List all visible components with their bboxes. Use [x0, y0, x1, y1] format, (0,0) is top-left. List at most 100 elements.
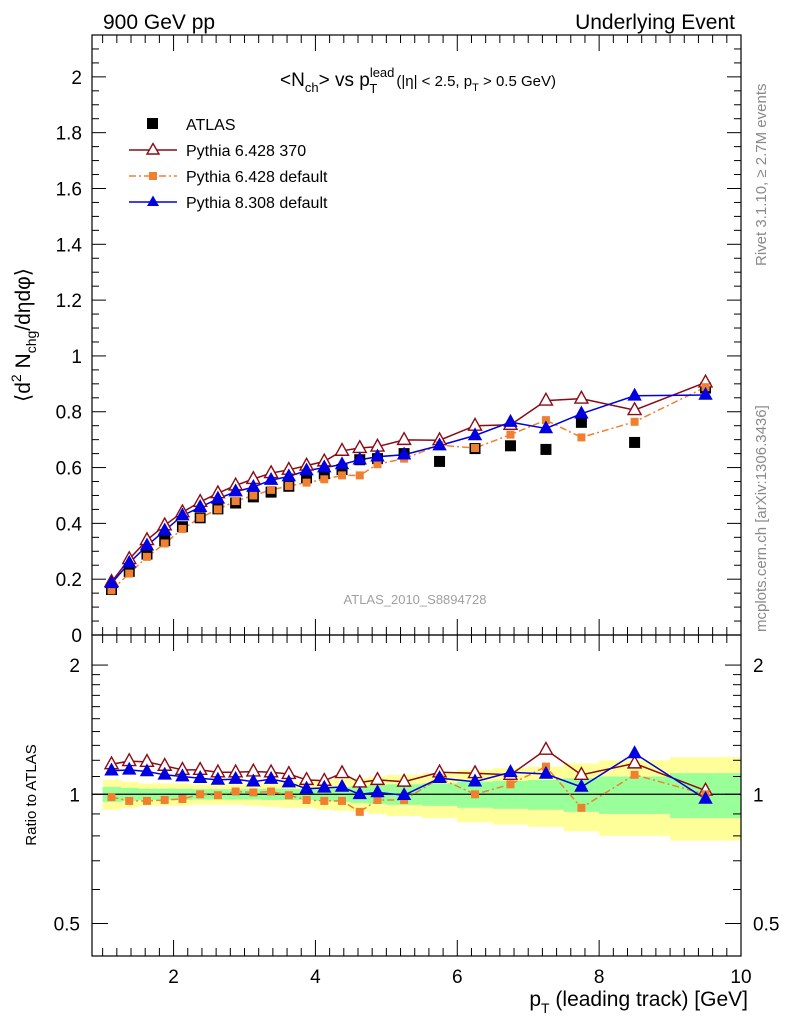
header-left: 900 GeV pp	[103, 11, 215, 34]
main-point-pythia6-default	[196, 513, 205, 522]
legend-label-pythia8-default: Pythia 8.308 default	[186, 195, 328, 212]
ratio-point-pythia8-default	[263, 770, 279, 784]
ratio-y-tick-label-right: 0.5	[753, 914, 779, 935]
main-point-pythia8-default	[352, 451, 367, 465]
xlabel-rest: (leading track) [GeV]	[550, 988, 748, 1011]
ratio-y-tick-label: 2	[69, 656, 80, 677]
main-point-pythia8-default	[246, 478, 261, 492]
ratio-point-pythia6-default	[178, 795, 187, 804]
ratio-point-pythia6-default	[142, 796, 151, 805]
main-point-atlas	[504, 440, 516, 452]
main-point-pythia8-default	[263, 471, 279, 485]
ratio-point-pythia8-default	[175, 768, 190, 782]
main-point-pythia6-default	[355, 471, 364, 480]
ratio-point-pythia8-default	[467, 773, 483, 787]
ratio-point-pythia6-default	[506, 780, 515, 789]
main-y-tick-label: 2	[71, 68, 82, 89]
main-y-tick-label: 0	[71, 626, 82, 647]
main-point-pythia6-default	[125, 569, 134, 578]
main-point-atlas	[318, 468, 330, 480]
main-point-pythia6-default	[338, 471, 347, 480]
ratio-point-pythia6-default	[231, 787, 240, 796]
main-point-pythia8-default	[334, 456, 350, 470]
ratio-point-pythia6-default	[284, 791, 293, 800]
ratio-point-pythia6-default	[577, 803, 586, 812]
main-point-pythia6-370	[352, 439, 368, 454]
main-point-pythia8-default	[467, 427, 483, 441]
main-point-pythia8-default	[281, 468, 297, 482]
main-point-atlas	[434, 455, 446, 467]
ratio-point-pythia6-370	[626, 754, 643, 769]
ratio-y-axis: 0.5 0.5 1 1 2 2	[54, 656, 780, 935]
title-p-sub: T	[369, 81, 377, 96]
ratio-point-pythia6-370	[396, 772, 412, 787]
main-point-atlas	[540, 443, 552, 455]
main-point-pythia6-default	[506, 430, 515, 439]
ratio-point-pythia6-default	[249, 788, 258, 797]
main-point-pythia6-default	[142, 552, 151, 561]
ratio-point-pythia8-default	[139, 763, 155, 777]
ratio-point-pythia6-default	[471, 790, 480, 799]
main-point-pythia8-default	[175, 507, 190, 521]
ratio-point-pythia8-default	[698, 790, 713, 804]
ylabel-c: /dηdφ⟩	[12, 268, 35, 331]
title-p-sup: lead	[370, 65, 395, 80]
plot-title: <Nch> vs plead T (|η| < 2.5, pT > 0.5 GeV)	[280, 65, 556, 96]
main-point-pythia8-default	[503, 413, 518, 427]
main-y-tick-label: 0.6	[56, 459, 82, 480]
ratio-y-tick-label: 1	[69, 785, 80, 806]
main-y-tick-label: 1	[71, 347, 82, 368]
x-tick-label: 10	[730, 967, 751, 988]
ratio-point-pythia6-default	[267, 787, 276, 796]
main-point-pythia6-370	[538, 391, 554, 406]
ratio-point-pythia8-default	[432, 770, 447, 784]
ratio-point-pythia8-default	[210, 771, 226, 785]
main-x-ticks	[102, 35, 742, 635]
main-point-pythia6-default	[471, 444, 480, 453]
main-point-pythia8-default	[228, 483, 243, 497]
main-point-atlas	[301, 472, 313, 484]
main-point-pythia8-default	[432, 437, 447, 451]
main-y-tick-label: 0.4	[56, 514, 83, 535]
ratio-point-pythia8-default	[299, 780, 314, 794]
ylabel-a: ⟨d	[12, 382, 35, 402]
analysis-watermark: ATLAS_2010_S8894728	[344, 592, 487, 607]
ratio-y-tick-label-right: 1	[753, 785, 764, 806]
main-point-pythia6-default	[178, 524, 187, 533]
legend-marker-atlas	[147, 118, 158, 129]
ratio-point-pythia6-default	[320, 796, 329, 805]
ratio-point-pythia6-default	[107, 793, 116, 802]
main-point-pythia6-default	[107, 586, 116, 595]
x-tick-label: 8	[594, 967, 605, 988]
title-n: <N	[280, 70, 305, 91]
legend-label-pythia6-default: Pythia 6.428 default	[186, 169, 328, 186]
ratio-y-tick-label: 0.5	[54, 914, 80, 935]
ratio-point-pythia8-default	[352, 786, 367, 800]
main-point-pythia8-default	[627, 387, 642, 401]
title-cut2: > 0.5 GeV)	[479, 73, 556, 90]
ratio-plot-frame	[91, 634, 742, 957]
ratio-y-label: Ratio to ATLAS	[23, 744, 40, 845]
ratio-point-pythia6-default	[160, 795, 169, 804]
main-point-pythia8-default	[139, 537, 155, 551]
main-point-pythia8-default	[698, 386, 713, 400]
main-point-pythia6-default	[541, 416, 550, 425]
main-point-pythia6-370	[573, 389, 590, 404]
main-point-pythia8-default	[538, 420, 554, 434]
main-point-pythia8-default	[574, 405, 589, 419]
title-vs: > vs p	[319, 70, 370, 91]
ratio-point-pythia8-default	[503, 764, 518, 778]
main-point-pythia6-default	[160, 539, 169, 548]
ratio-point-pythia6-default	[355, 807, 364, 816]
ratio-point-pythia8-default	[396, 787, 412, 801]
ratio-point-pythia8-default	[538, 765, 554, 779]
title-n-sub: ch	[305, 80, 319, 95]
main-point-pythia6-default	[249, 491, 258, 500]
ylabel-b-sub: chg	[23, 331, 39, 354]
ylabel-a-sup: 2	[8, 374, 24, 382]
main-point-pythia6-370	[334, 442, 350, 456]
ratio-point-pythia6-default	[302, 795, 311, 804]
main-line-pythia8-default	[110, 394, 706, 584]
main-point-pythia8-default	[192, 499, 208, 512]
ratio-point-pythia8-default	[574, 778, 589, 792]
